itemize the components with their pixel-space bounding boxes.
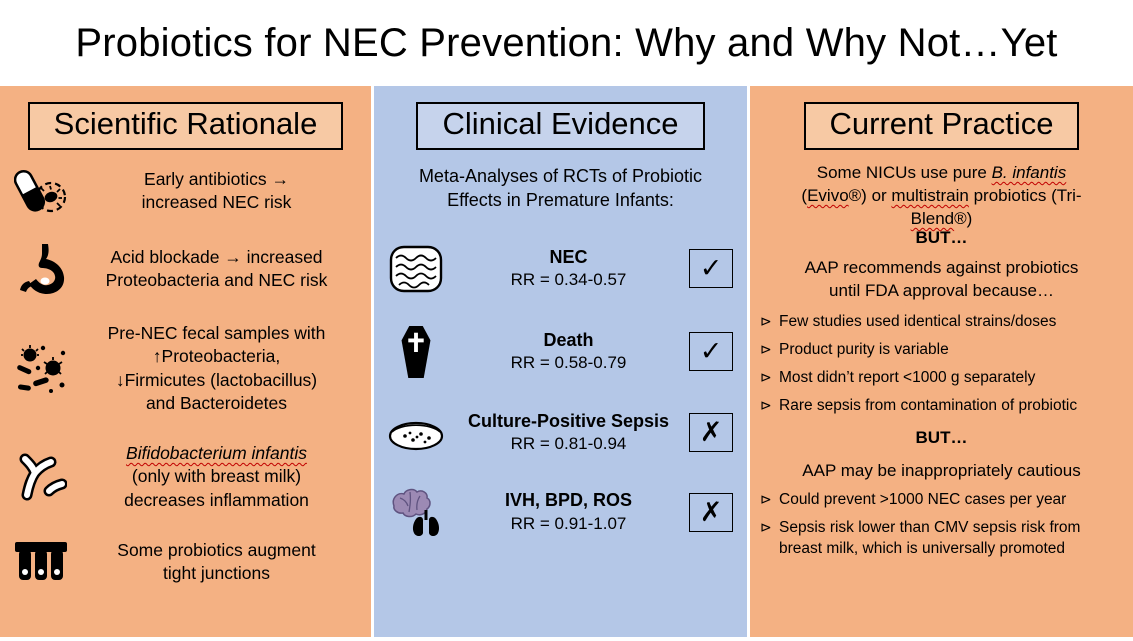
rationale-item-antibiotics: Early antibiotics → increased NEC risk <box>8 166 363 216</box>
rationale-item-text: Bifidobacterium infantis (only with brea… <box>74 442 363 512</box>
outcome-rr: RR = 0.91-1.07 <box>510 513 627 533</box>
list-item: Few studies used identical strains/doses <box>760 312 1125 332</box>
rationale-item-text: Early antibiotics → increased NEC risk <box>141 168 292 212</box>
outcome-label: NEC <box>549 246 588 267</box>
column-clinical-evidence: Clinical Evidence Meta-Analyses of RCTs … <box>374 86 747 637</box>
stomach-icon <box>8 243 74 295</box>
practice-intro-line1: Some NICUs use pure B. infantis <box>758 162 1125 185</box>
result-mark: ✗ <box>699 416 723 447</box>
column-current-practice: Current Practice Some NICUs use pure B. … <box>750 86 1133 637</box>
product-name-triblend: Blend <box>910 208 955 228</box>
concern-text: Product purity is variable <box>779 340 949 358</box>
counterpoint-text: Sepsis risk lower than CMV sepsis risk f… <box>779 519 1081 557</box>
outcome-label: IVH, BPD, ROS <box>504 490 633 511</box>
list-item: Could prevent >1000 NEC cases per year <box>760 490 1125 510</box>
result-box: ✗ <box>689 492 733 532</box>
intestine-icon <box>384 244 448 294</box>
rationale-item-text: Some probiotics augment tight junctions <box>117 539 316 584</box>
result-mark: ✓ <box>699 336 723 367</box>
petri-dish-icon <box>384 411 448 453</box>
clinical-header: Clinical Evidence <box>416 102 705 150</box>
clinical-intro: Meta-Analyses of RCTs of Probiotic Effec… <box>418 166 703 211</box>
concern-text: Few studies used identical strains/doses <box>779 312 1057 330</box>
rationale-item-text: Pre-NEC fecal samples with ↑Proteobacter… <box>107 323 326 413</box>
clinical-row-sepsis: Culture-Positive Sepsis RR = 0.81-0.94 ✗ <box>382 410 739 455</box>
columns: Scientific Rationale <box>0 86 1133 641</box>
outcome-rr: RR = 0.81-0.94 <box>510 433 627 453</box>
rationale-item-text: Acid blockade → increased Proteobacteria… <box>105 246 328 290</box>
intro-text: ( <box>801 185 808 205</box>
counterpoint-list: Could prevent >1000 NEC cases per year S… <box>760 490 1125 558</box>
intro-text: Some NICUs use pure <box>816 163 992 182</box>
page-title: Probiotics for NEC Prevention: Why and W… <box>75 20 1058 65</box>
result-box: ✓ <box>689 332 733 372</box>
result-box: ✗ <box>689 412 733 452</box>
counterpoint-text: Could prevent >1000 NEC cases per year <box>779 491 1067 509</box>
aap-recommendation: AAP recommends against probiotics until … <box>804 257 1079 300</box>
aap-caution-text: AAP may be inappropriately cautious <box>802 461 1081 481</box>
multistrain-word: multistrain <box>891 185 969 205</box>
coffin-icon <box>384 325 448 379</box>
but-heading-1: BUT… <box>915 227 968 247</box>
gut-microbes-icon <box>8 341 74 397</box>
but-heading-2: BUT… <box>915 428 968 448</box>
result-mark: ✗ <box>699 496 723 527</box>
list-item: Rare sepsis from contamination of probio… <box>760 396 1125 416</box>
outcome: Culture-Positive Sepsis RR = 0.81-0.94 <box>448 410 689 455</box>
practice-intro-line2: (Evivo®) or multistrain probiotics (Tri- <box>758 185 1125 208</box>
intro-text: ®) or <box>848 185 892 205</box>
outcome-label: Culture-Positive Sepsis <box>467 410 670 431</box>
outcome-rr: RR = 0.34-0.57 <box>510 270 627 290</box>
aap-concern-list: Few studies used identical strains/doses… <box>760 312 1125 417</box>
practice-header: Current Practice <box>803 102 1080 150</box>
list-item: Product purity is variable <box>760 340 1125 360</box>
clinical-row-nec: NEC RR = 0.34-0.57 ✓ <box>382 244 739 294</box>
rationale-item-subtext: (only with breast milk) decreases inflam… <box>124 466 309 510</box>
rationale-item-bifidobacterium: Bifidobacterium infantis (only with brea… <box>8 442 363 512</box>
clinical-row-death: Death RR = 0.58-0.79 ✓ <box>382 325 739 379</box>
practice-intro: Some NICUs use pure B. infantis (Evivo®)… <box>758 162 1125 231</box>
list-item: Most didn’t report <1000 g separately <box>760 368 1125 388</box>
intro-text: probiotics (Tri- <box>968 185 1082 205</box>
result-mark: ✓ <box>699 253 723 284</box>
antibiotics-capsule-icon <box>8 166 74 216</box>
tight-junction-icon <box>8 539 74 585</box>
outcome: Death RR = 0.58-0.79 <box>448 329 689 374</box>
species-name: B. infantis <box>991 163 1067 182</box>
concern-text: Rare sepsis from contamination of probio… <box>779 397 1078 415</box>
outcome-rr: RR = 0.58-0.79 <box>510 353 627 373</box>
rationale-header: Scientific Rationale <box>27 102 344 150</box>
outcome: IVH, BPD, ROS RR = 0.91-1.07 <box>448 489 689 534</box>
intro-text: ®) <box>954 208 973 228</box>
list-item: Sepsis risk lower than CMV sepsis risk f… <box>760 518 1125 558</box>
slide-title-bar: Probiotics for NEC Prevention: Why and W… <box>0 0 1133 86</box>
product-name-evivo: Evivo <box>807 185 849 205</box>
outcome: NEC RR = 0.34-0.57 <box>448 246 689 291</box>
brain-lungs-icon <box>384 486 448 538</box>
clinical-row-ivh-bpd-ros: IVH, BPD, ROS RR = 0.91-1.07 ✗ <box>382 486 739 538</box>
bifidobacterium-icon <box>8 449 74 505</box>
result-box: ✓ <box>689 249 733 289</box>
concern-text: Most didn’t report <1000 g separately <box>779 368 1036 386</box>
column-scientific-rationale: Scientific Rationale <box>0 86 371 637</box>
species-name: Bifidobacterium infantis <box>126 443 307 464</box>
rationale-item-acid-blockade: Acid blockade → increased Proteobacteria… <box>8 243 363 295</box>
practice-intro-line3: Blend®) <box>758 208 1125 231</box>
outcome-label: Death <box>543 329 594 350</box>
rationale-item-tight-junctions: Some probiotics augment tight junctions <box>8 539 363 586</box>
rationale-item-fecal-samples: Pre-NEC fecal samples with ↑Proteobacter… <box>8 322 363 415</box>
